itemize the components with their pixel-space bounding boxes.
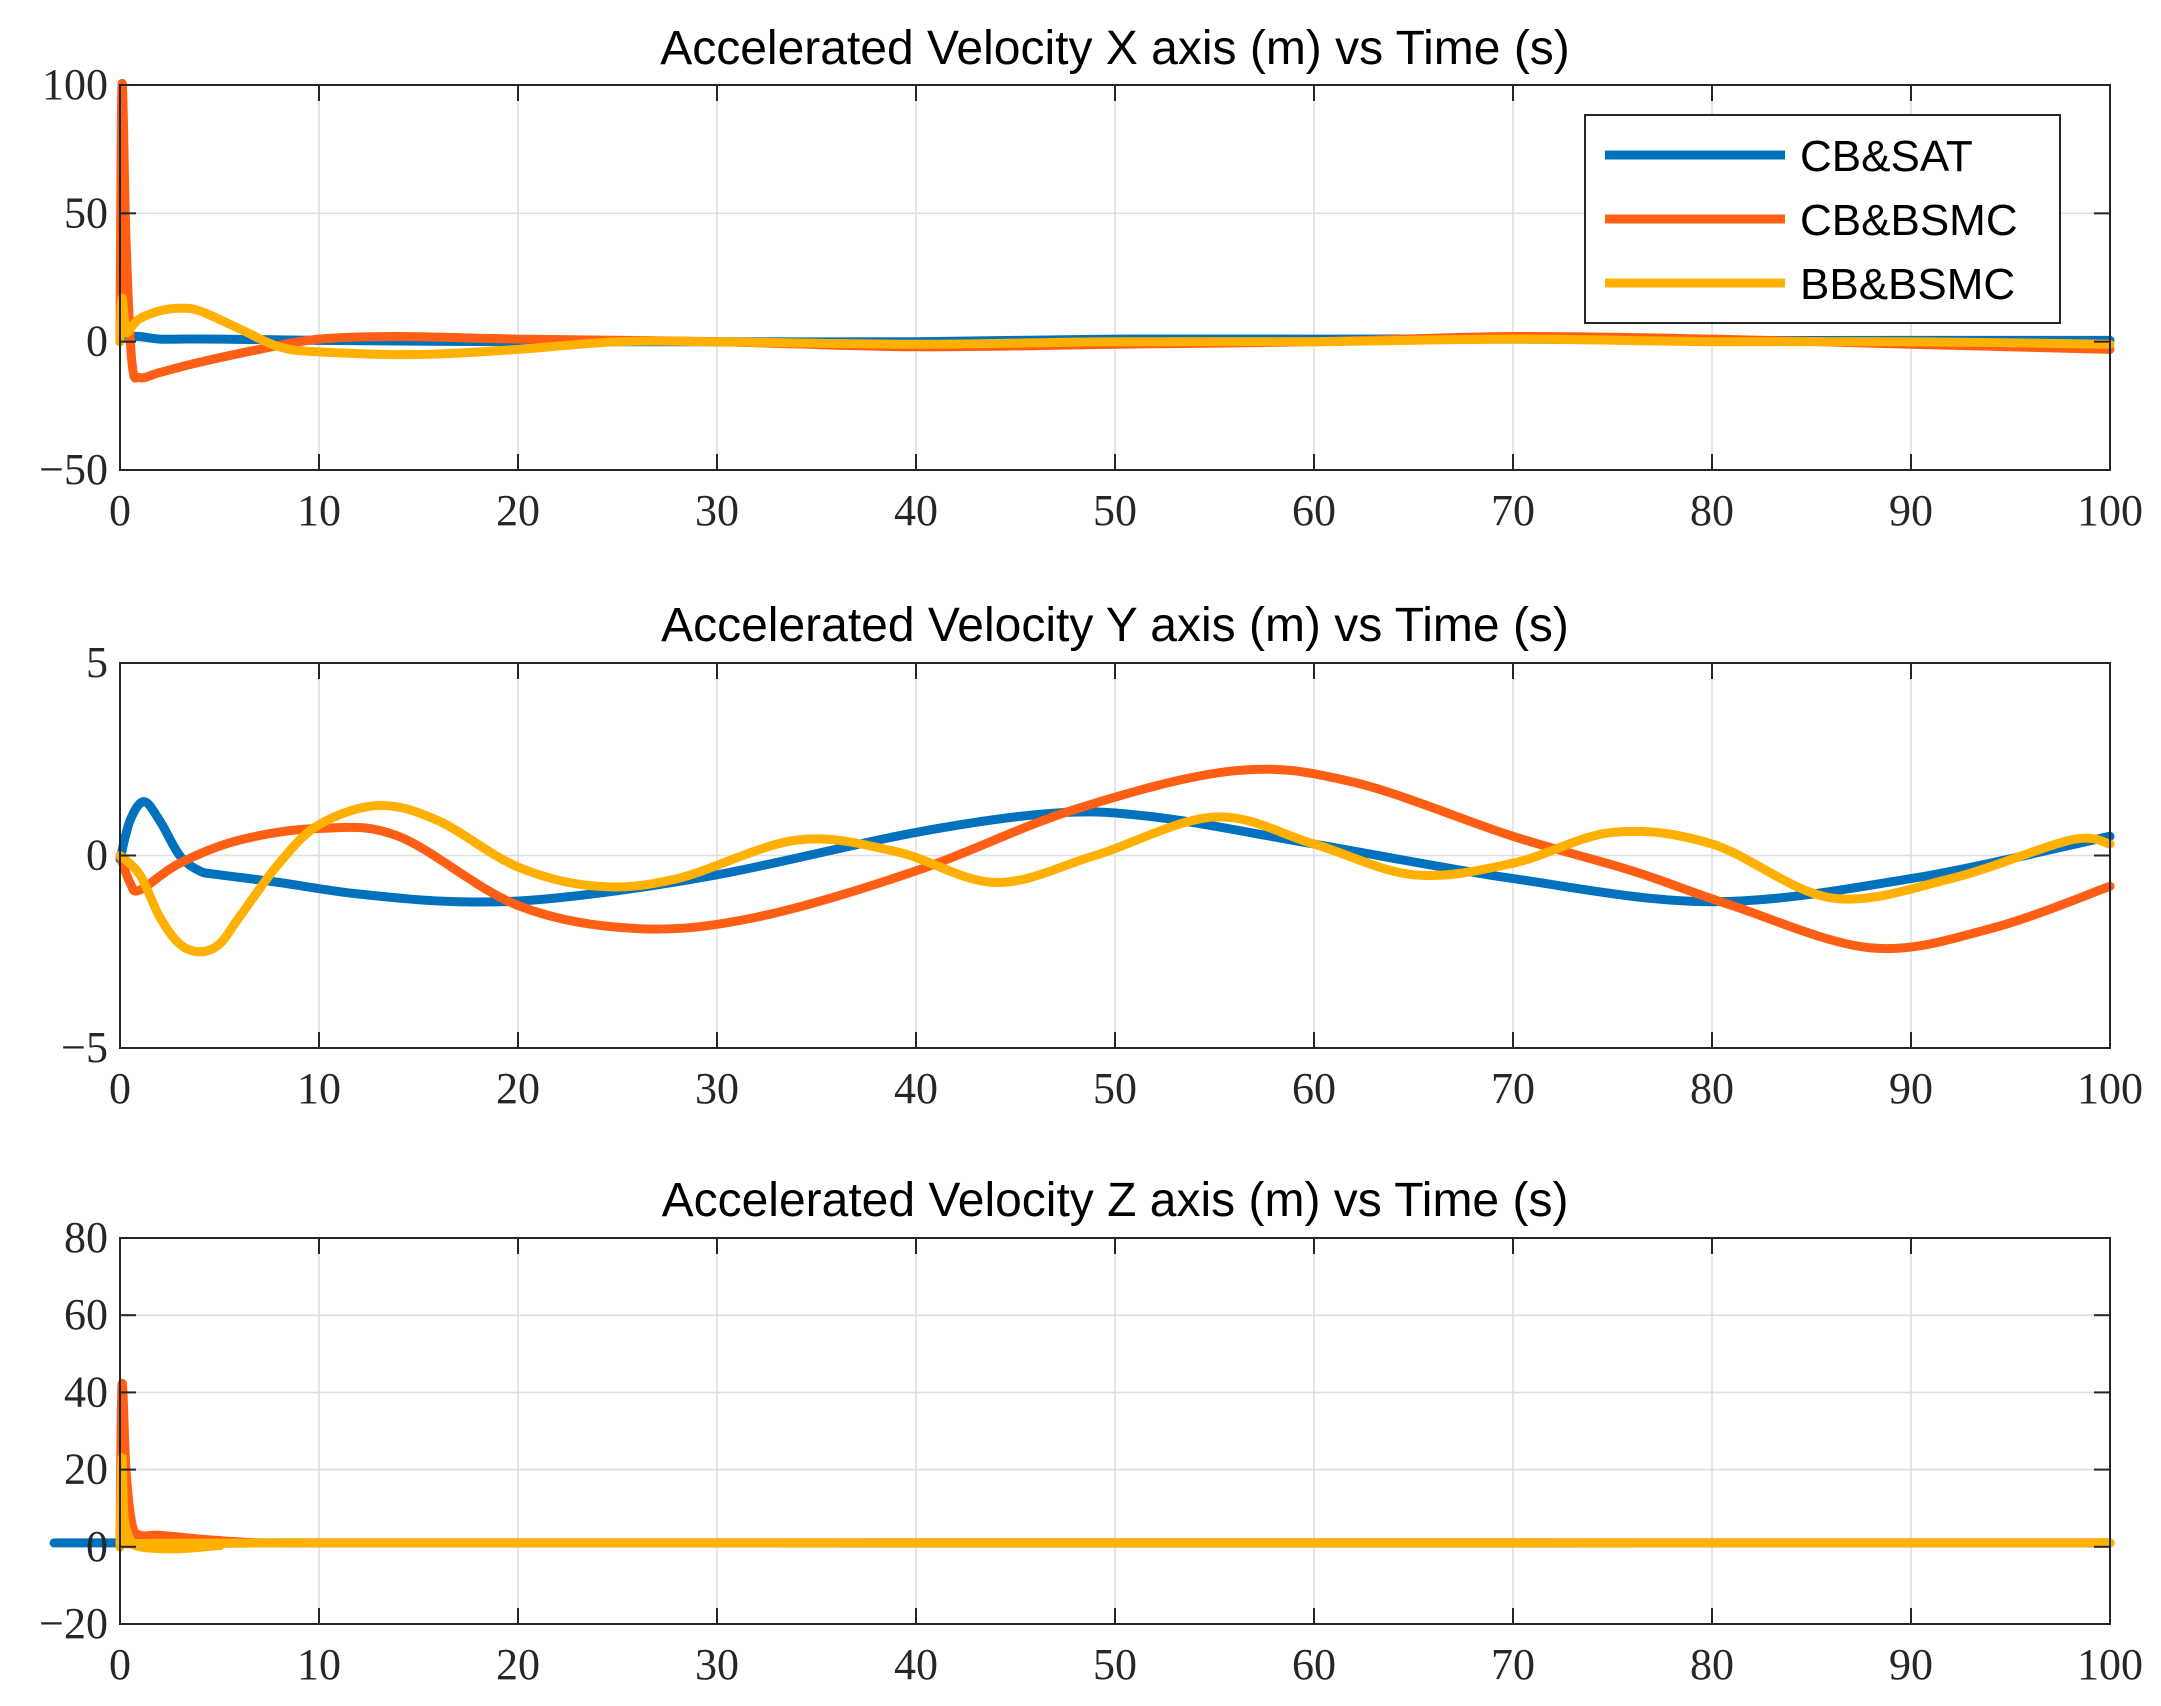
- x-tick-label: 60: [1292, 1064, 1336, 1113]
- x-tick-label: 40: [894, 486, 938, 535]
- panel-y-title: Accelerated Velocity Y axis (m) vs Time …: [661, 599, 1569, 652]
- x-tick-label: 80: [1690, 1640, 1734, 1689]
- panel-z-title: Accelerated Velocity Z axis (m) vs Time …: [662, 1174, 1569, 1227]
- panel-z-series: [49, 1378, 2115, 1554]
- x-tick-label: 70: [1491, 1064, 1535, 1113]
- x-tick-label: 30: [695, 1640, 739, 1689]
- series-line-bb-bsmc: [115, 800, 2115, 957]
- x-tick-label: 10: [297, 1064, 341, 1113]
- x-tick-label: 30: [695, 1064, 739, 1113]
- y-tick-label: 40: [64, 1367, 108, 1416]
- y-tick-label: 0: [86, 831, 108, 880]
- x-tick-label: 20: [496, 486, 540, 535]
- series-line-cb-bsmc: [115, 764, 2115, 954]
- y-tick-label: −50: [39, 445, 108, 494]
- legend-label-cb-sat: CB&SAT: [1800, 132, 1973, 181]
- legend-label-bb-bsmc: BB&BSMC: [1800, 260, 2015, 309]
- panel-y-series: [115, 764, 2115, 957]
- panel-z-axis: Accelerated Velocity Z axis (m) vs Time …: [39, 1174, 2143, 1689]
- y-tick-label: −5: [61, 1023, 108, 1072]
- x-tick-label: 10: [297, 486, 341, 535]
- x-tick-label: 20: [496, 1064, 540, 1113]
- x-tick-label: 30: [695, 486, 739, 535]
- x-tick-label: 0: [109, 1640, 131, 1689]
- x-tick-label: 90: [1889, 486, 1933, 535]
- x-tick-label: 80: [1690, 486, 1734, 535]
- x-tick-label: 50: [1093, 1064, 1137, 1113]
- x-tick-label: 60: [1292, 1640, 1336, 1689]
- y-tick-label: 0: [86, 1522, 108, 1571]
- y-tick-label: −20: [39, 1599, 108, 1648]
- x-tick-label: 70: [1491, 1640, 1535, 1689]
- series-line-bb-bsmc: [115, 1453, 2115, 1554]
- x-tick-label: 60: [1292, 486, 1336, 535]
- x-tick-label: 20: [496, 1640, 540, 1689]
- x-tick-label: 90: [1889, 1640, 1933, 1689]
- panel-x-series: [115, 78, 2115, 383]
- x-tick-label: 50: [1093, 486, 1137, 535]
- y-tick-label: 60: [64, 1290, 108, 1339]
- y-tick-label: 80: [64, 1213, 108, 1262]
- panel-y-ticks: 0 10 20 30 40 50 60 70 80 90 100−505: [61, 638, 2143, 1113]
- panel-y-axis: Accelerated Velocity Y axis (m) vs Time …: [61, 599, 2143, 1113]
- x-tick-label: 50: [1093, 1640, 1137, 1689]
- y-tick-label: 100: [42, 60, 108, 109]
- y-tick-label: 5: [86, 638, 108, 687]
- series-line-cb-sat: [115, 797, 2115, 907]
- x-tick-label: 0: [109, 1064, 131, 1113]
- x-tick-label: 100: [2077, 1640, 2143, 1689]
- x-tick-label: 90: [1889, 1064, 1933, 1113]
- x-tick-label: 40: [894, 1064, 938, 1113]
- x-tick-label: 10: [297, 1640, 341, 1689]
- panel-x-axis: Accelerated Velocity X axis (m) vs Time …: [39, 22, 2143, 535]
- y-tick-label: 20: [64, 1445, 108, 1494]
- x-tick-label: 0: [109, 486, 131, 535]
- panel-z-grid: [120, 1238, 2110, 1624]
- panel-x-title: Accelerated Velocity X axis (m) vs Time …: [660, 22, 1570, 75]
- y-tick-label: 50: [64, 188, 108, 237]
- x-tick-label: 100: [2077, 1064, 2143, 1113]
- legend: CB&SAT CB&BSMC BB&BSMC: [1584, 114, 2061, 324]
- panel-y-grid: [120, 663, 2110, 1048]
- x-tick-label: 80: [1690, 1064, 1734, 1113]
- x-tick-label: 70: [1491, 486, 1535, 535]
- x-tick-label: 100: [2077, 486, 2143, 535]
- series-line-bb-bsmc: [115, 293, 2115, 360]
- x-tick-label: 40: [894, 1640, 938, 1689]
- legend-label-cb-bsmc: CB&BSMC: [1800, 196, 2018, 245]
- y-tick-label: 0: [86, 317, 108, 366]
